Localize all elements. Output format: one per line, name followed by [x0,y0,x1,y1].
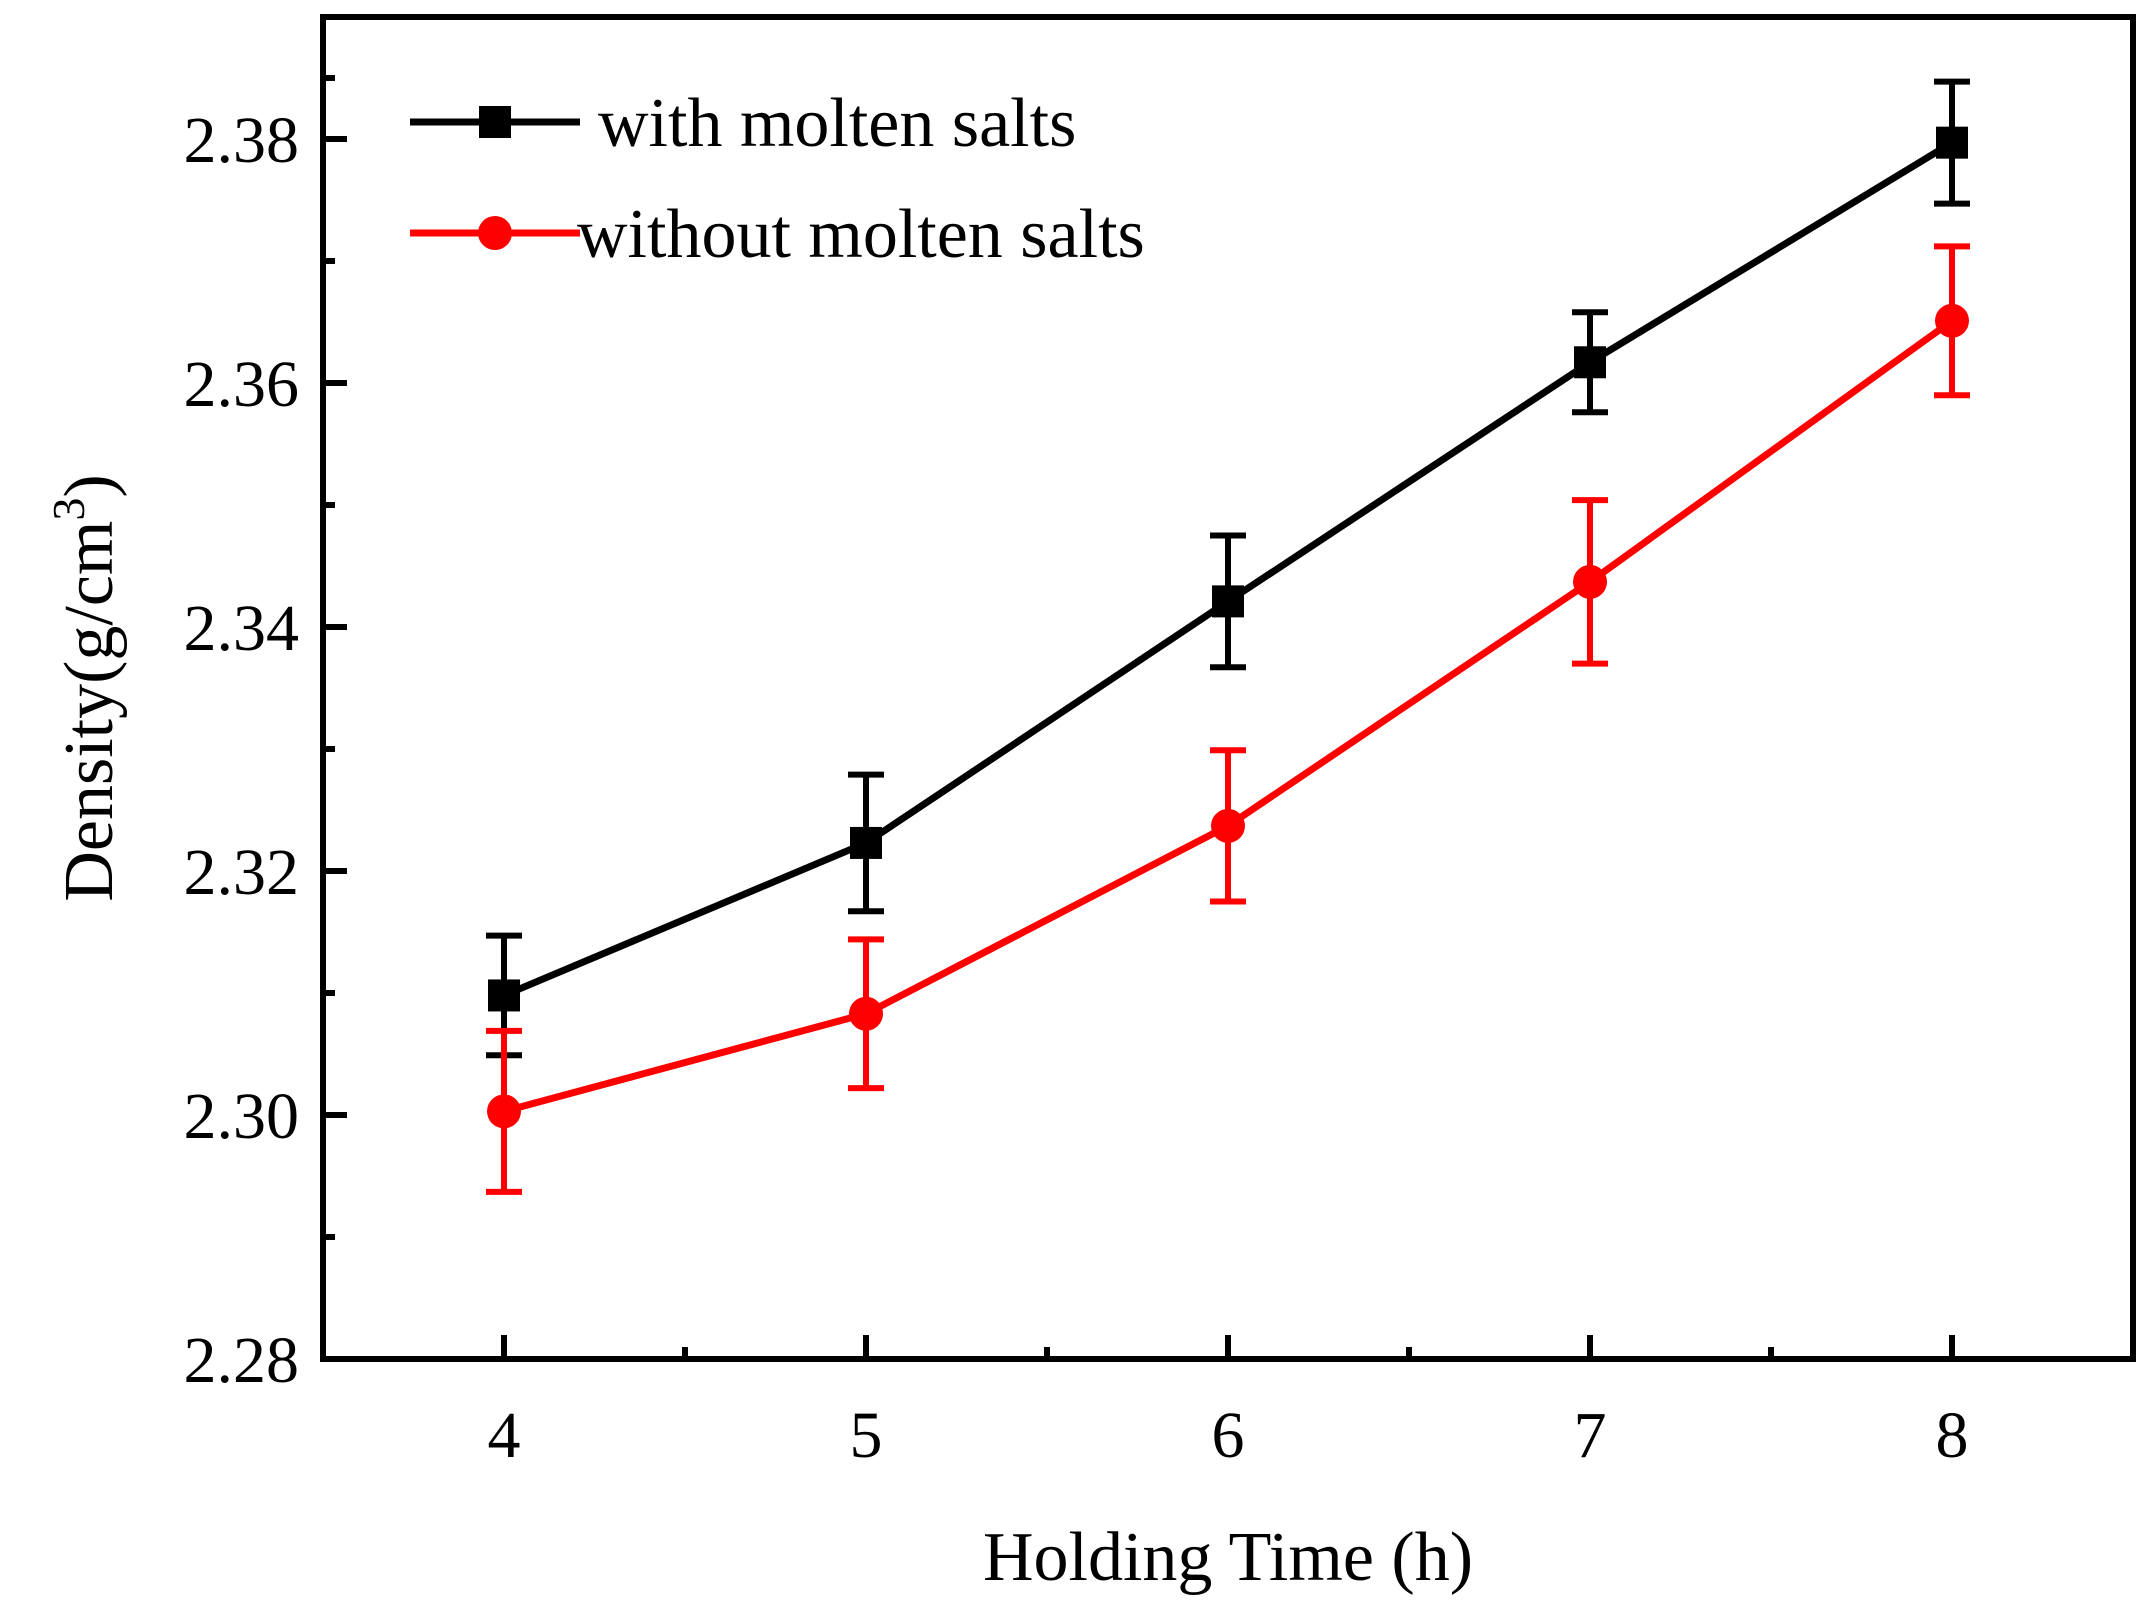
x-tick-label: 8 [1936,1399,1969,1472]
data-point-marker [1211,808,1245,843]
y-tick-label: 2.28 [184,1324,300,1397]
y-axis-title: Density(g/cm3) [43,474,128,901]
series-1 [486,78,1970,1059]
legend-label: without molten salts [577,196,1145,273]
x-tick-label: 6 [1212,1399,1245,1472]
data-point-marker [1574,346,1606,379]
axis-ticks [323,75,1955,1362]
legend-marker [478,216,512,250]
x-tick-label: 5 [850,1399,883,1472]
legend-label: with molten salts [598,85,1076,162]
y-tick-label: 2.34 [184,592,300,665]
data-point-marker [1212,585,1244,618]
y-tick-label: 2.38 [184,104,300,177]
series-layer [486,78,1970,1195]
data-point-marker [849,996,883,1031]
y-axis-title-main: Density(g/cm [51,521,128,902]
y-tick-label: 2.30 [184,1080,300,1153]
data-point-marker [850,826,882,859]
x-axis-title: Holding Time (h) [983,1519,1473,1596]
legend-item: with molten salts [410,85,1076,162]
legend-marker [479,106,511,138]
series-2 [486,243,1970,1195]
y-tick-label: 2.36 [184,348,300,421]
data-point-marker [488,979,520,1012]
axis-tick-labels: 4 5 6 7 8 2.28 2.30 2.32 2.34 2.36 2.38 [184,104,1969,1472]
data-point-marker [1935,303,1969,338]
y-tick-label: 2.32 [184,836,300,909]
data-point-marker [1936,126,1968,159]
data-point-marker [487,1094,521,1129]
data-point-marker [1573,564,1607,599]
series-line [503,317,1955,1115]
y-axis-title-close: ) [51,474,128,497]
x-tick-label: 4 [488,1399,521,1472]
x-tick-label: 7 [1574,1399,1607,1472]
y-axis-title-superscript: 3 [43,498,94,521]
legend: with molten salts without molten salts [410,85,1145,273]
legend-item: without molten salts [410,196,1145,273]
